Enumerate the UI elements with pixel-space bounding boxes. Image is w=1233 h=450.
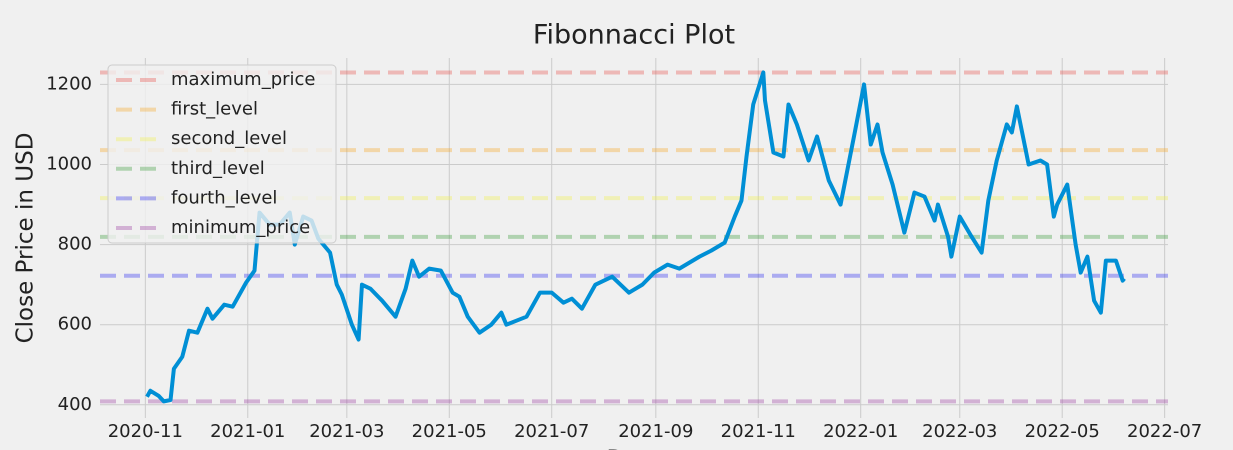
x-tick-label: 2022-07 — [1127, 421, 1202, 442]
y-tick-label: 1200 — [46, 73, 92, 94]
x-tick-label: 2021-11 — [721, 421, 796, 442]
x-tick-label: 2022-03 — [922, 421, 997, 442]
x-tick-label: 2021-07 — [514, 421, 589, 442]
x-axis-label: Date — [607, 447, 662, 450]
x-tick-label: 2021-09 — [618, 421, 693, 442]
legend-label: maximum_price — [171, 69, 316, 90]
legend: maximum_price first_level second_levelthir… — [107, 64, 337, 244]
chart-title: Fibonnacci Plot — [533, 20, 735, 51]
x-tick-label: 2021-03 — [309, 421, 384, 442]
legend-label: fourth_level — [171, 187, 277, 208]
x-tick-label: 2022-05 — [1025, 421, 1100, 442]
y-tick-label: 400 — [58, 394, 92, 415]
y-tick-label: 800 — [58, 234, 92, 255]
x-tick-label: 2021-05 — [412, 421, 487, 442]
legend-label: second_level — [171, 128, 287, 149]
x-tick-label: 2021-01 — [210, 421, 285, 442]
y-tick-label: 600 — [58, 314, 92, 335]
legend-box — [107, 64, 337, 244]
y-axis-label: Close Price in USD — [13, 133, 39, 344]
legend-label: third_level — [171, 158, 265, 179]
legend-label: first_level — [171, 99, 258, 120]
legend-label: minimum_price — [171, 217, 310, 238]
x-tick-label: 2022-01 — [823, 421, 898, 442]
y-tick-label: 1000 — [46, 154, 92, 175]
x-tick-label: 2020-11 — [108, 421, 183, 442]
